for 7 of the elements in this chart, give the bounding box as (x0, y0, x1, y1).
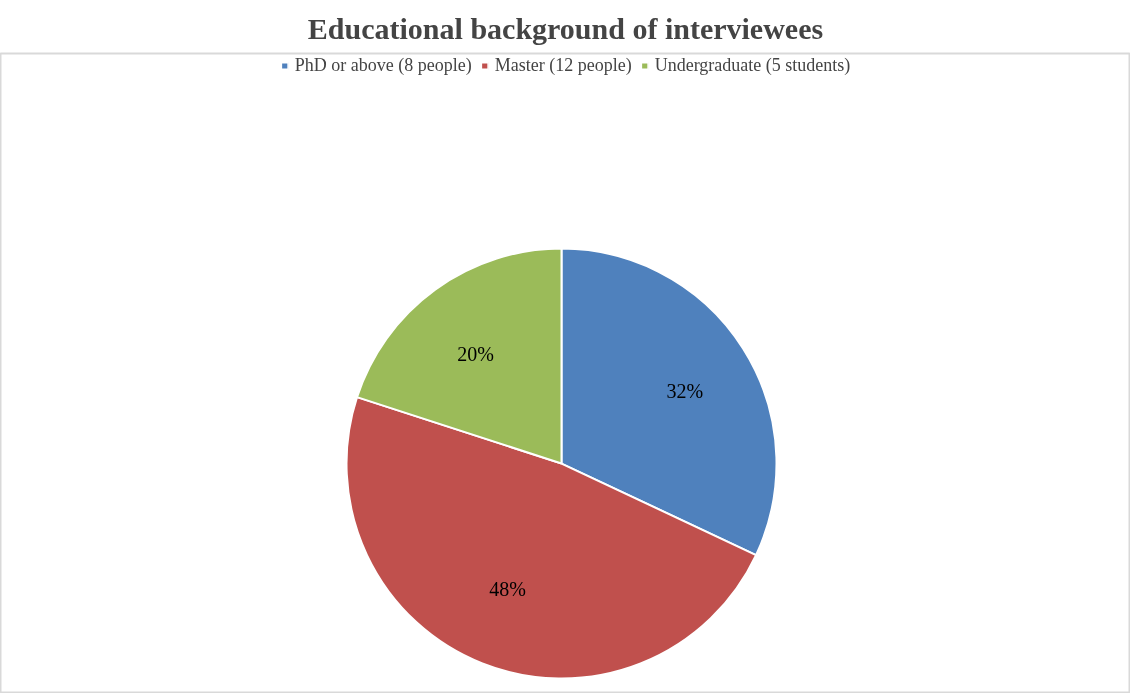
chart-title: Educational background of interviewees (307, 11, 824, 45)
legend-label: Undergraduate (5 students) (654, 55, 851, 76)
data-label: 48% (489, 578, 527, 601)
legend-label: Master (12 people) (494, 55, 632, 76)
data-label: 20% (457, 343, 494, 366)
legend-label: PhD or above (8 people) (294, 55, 472, 76)
data-label: 32% (666, 380, 704, 403)
